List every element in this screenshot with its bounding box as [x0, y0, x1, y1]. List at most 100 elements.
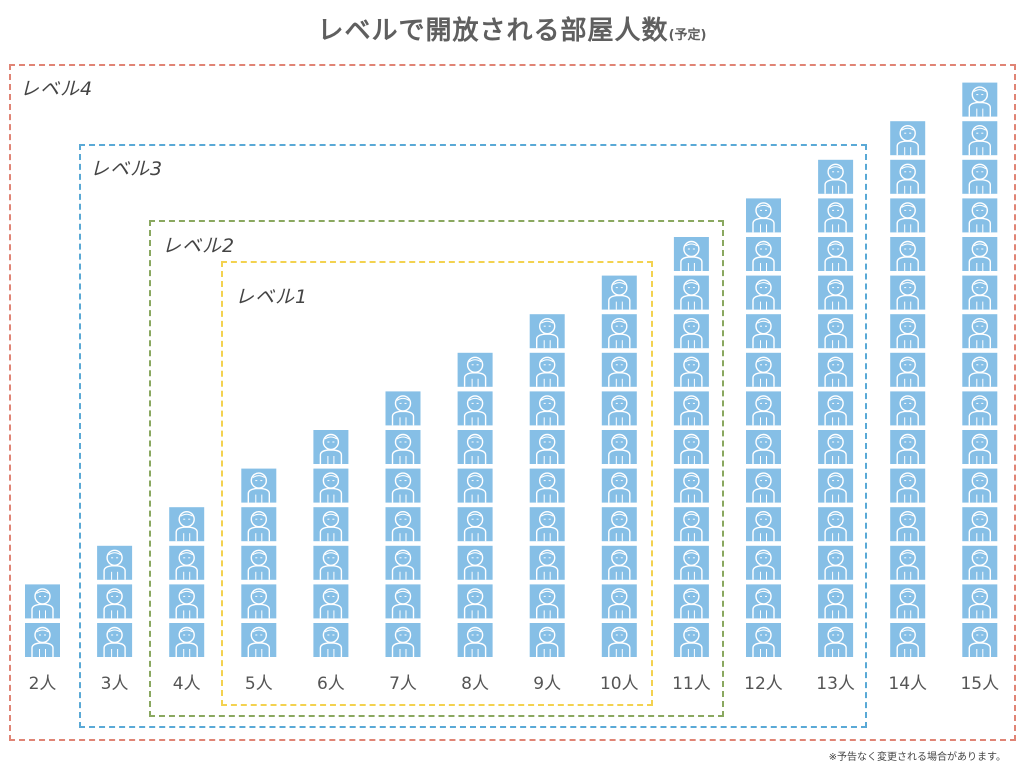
bar-column: 6人	[313, 430, 349, 694]
bar-column: 8人	[457, 352, 493, 694]
bar-column: 14人	[888, 121, 927, 694]
person-icon	[746, 468, 781, 503]
person-icon	[818, 237, 854, 271]
person-icon	[962, 237, 998, 271]
person-icon	[457, 623, 493, 657]
person-icon	[962, 159, 998, 194]
person-icon	[25, 623, 60, 657]
person-icon	[673, 275, 709, 310]
person-icon	[890, 275, 926, 310]
person-icon	[746, 430, 781, 464]
person-icon	[601, 314, 637, 349]
person-icon	[457, 391, 493, 426]
person-icon	[818, 545, 854, 580]
person-icon	[746, 623, 781, 657]
person-icon	[962, 275, 998, 310]
bar-column: 2人	[25, 584, 60, 694]
person-icon	[818, 623, 854, 657]
level3-frame	[79, 144, 867, 728]
person-icon	[169, 507, 205, 542]
person-icon	[962, 198, 998, 233]
person-icon	[385, 468, 421, 503]
person-icon	[673, 237, 709, 271]
bar-column: 13人	[816, 159, 855, 694]
person-icon	[673, 352, 709, 387]
chart-title-main: レベルで開放される部屋人数	[317, 16, 669, 46]
bar-column: 10人	[600, 275, 639, 694]
person-icon	[673, 391, 709, 426]
person-icon	[601, 623, 637, 657]
person-icon	[818, 391, 854, 426]
person-icon	[673, 468, 709, 503]
person-icon	[890, 584, 926, 619]
person-icon	[457, 507, 493, 542]
person-icon	[457, 584, 493, 619]
person-icon	[818, 314, 854, 349]
person-icon	[962, 507, 998, 542]
bar-column: 4人	[169, 507, 205, 694]
person-icon	[673, 545, 709, 580]
person-icon	[890, 159, 926, 194]
x-tick-label: 12人	[744, 674, 783, 694]
person-icon	[746, 545, 781, 580]
person-icon	[97, 623, 133, 657]
person-icon	[601, 584, 637, 619]
person-icon	[746, 391, 781, 426]
person-icon	[818, 352, 854, 387]
level2-frame	[149, 220, 724, 717]
person-icon	[241, 545, 277, 580]
person-icon	[962, 430, 998, 464]
person-icon	[385, 623, 421, 657]
person-icon	[385, 545, 421, 580]
person-icon	[746, 584, 781, 619]
bar-column: 5人	[241, 468, 277, 694]
bar-column: 11人	[672, 237, 711, 694]
person-icon	[962, 468, 998, 503]
person-icon	[241, 584, 277, 619]
level1-frame	[221, 261, 653, 706]
person-icon	[818, 430, 854, 464]
person-icon	[529, 352, 565, 387]
person-icon	[818, 159, 854, 194]
x-tick-label: 5人	[245, 674, 273, 694]
person-icon	[818, 198, 854, 233]
bar-column: 7人	[385, 391, 421, 694]
person-icon	[673, 584, 709, 619]
person-icon	[385, 584, 421, 619]
person-icon	[962, 82, 998, 117]
person-icon	[818, 275, 854, 310]
person-icon	[818, 507, 854, 542]
person-icon	[962, 623, 998, 657]
person-icon	[601, 507, 637, 542]
footnote: ※予告なく変更される場合があります。	[828, 752, 1006, 763]
person-icon	[529, 314, 565, 349]
level1-label: レベル1	[235, 286, 309, 308]
person-icon	[313, 430, 349, 464]
person-icon	[601, 545, 637, 580]
person-icon	[457, 352, 493, 387]
person-icon	[890, 352, 926, 387]
person-icon	[890, 237, 926, 271]
person-icon	[890, 121, 926, 156]
person-icon	[457, 430, 493, 464]
person-icon	[673, 507, 709, 542]
x-tick-label: 3人	[101, 674, 129, 694]
person-icon	[746, 314, 781, 349]
person-icon	[746, 237, 781, 271]
person-icon	[818, 584, 854, 619]
person-icon	[962, 584, 998, 619]
bar-column: 15人	[960, 82, 999, 694]
person-icon	[962, 545, 998, 580]
person-icon	[529, 584, 565, 619]
person-icon	[169, 584, 205, 619]
person-icon	[746, 198, 781, 233]
person-icon	[241, 468, 277, 503]
chart-title-sub: (予定)	[668, 28, 707, 43]
x-tick-label: 14人	[888, 674, 927, 694]
person-icon	[962, 121, 998, 156]
person-icon	[746, 275, 781, 310]
person-icon	[673, 314, 709, 349]
person-icon	[962, 314, 998, 349]
person-icon	[818, 468, 854, 503]
